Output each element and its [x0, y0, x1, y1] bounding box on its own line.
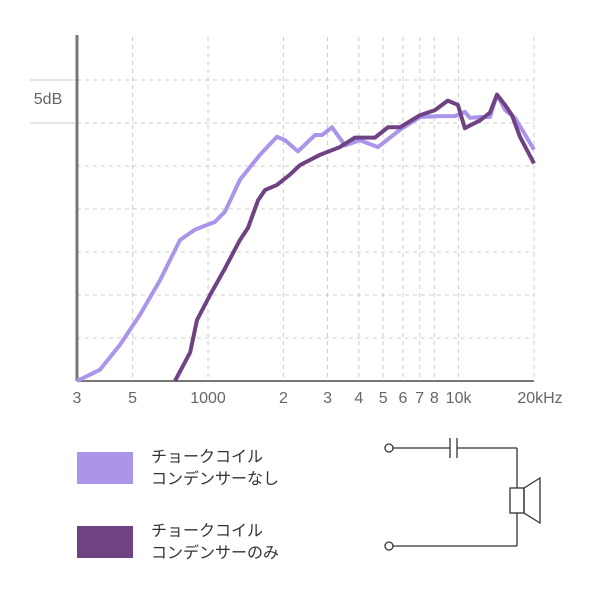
- x-tick-label: 6: [399, 390, 408, 407]
- x-tick-label: 3: [323, 390, 332, 407]
- legend-swatch: [77, 526, 133, 558]
- x-tick-label: 4: [354, 390, 363, 407]
- x-tick-label: 2: [279, 390, 288, 407]
- legend-label: チョークコイル コンデンサーなし: [151, 447, 280, 488]
- x-tick-label: 3: [73, 390, 82, 407]
- x-tick-label: 5: [379, 390, 388, 407]
- line: [173, 92, 536, 382]
- x-tick-label: 10k: [446, 390, 473, 407]
- scale-label: 5dB: [34, 91, 62, 108]
- x-tick-label: 1000: [190, 390, 226, 407]
- x-tick-label: 8: [430, 390, 439, 407]
- line: [76, 92, 536, 383]
- x-tick-label: 7: [415, 390, 424, 407]
- legend-item: チョークコイル コンデンサーのみ: [77, 520, 279, 564]
- x-tick-label: 5: [128, 390, 137, 407]
- legend-label: チョークコイル コンデンサーのみ: [151, 521, 280, 562]
- x-tick-label: 20kHz: [517, 390, 562, 407]
- legend-item: チョークコイル コンデンサーなし: [77, 446, 279, 490]
- circuit-diagram: [384, 438, 541, 551]
- legend-swatch: [77, 452, 133, 484]
